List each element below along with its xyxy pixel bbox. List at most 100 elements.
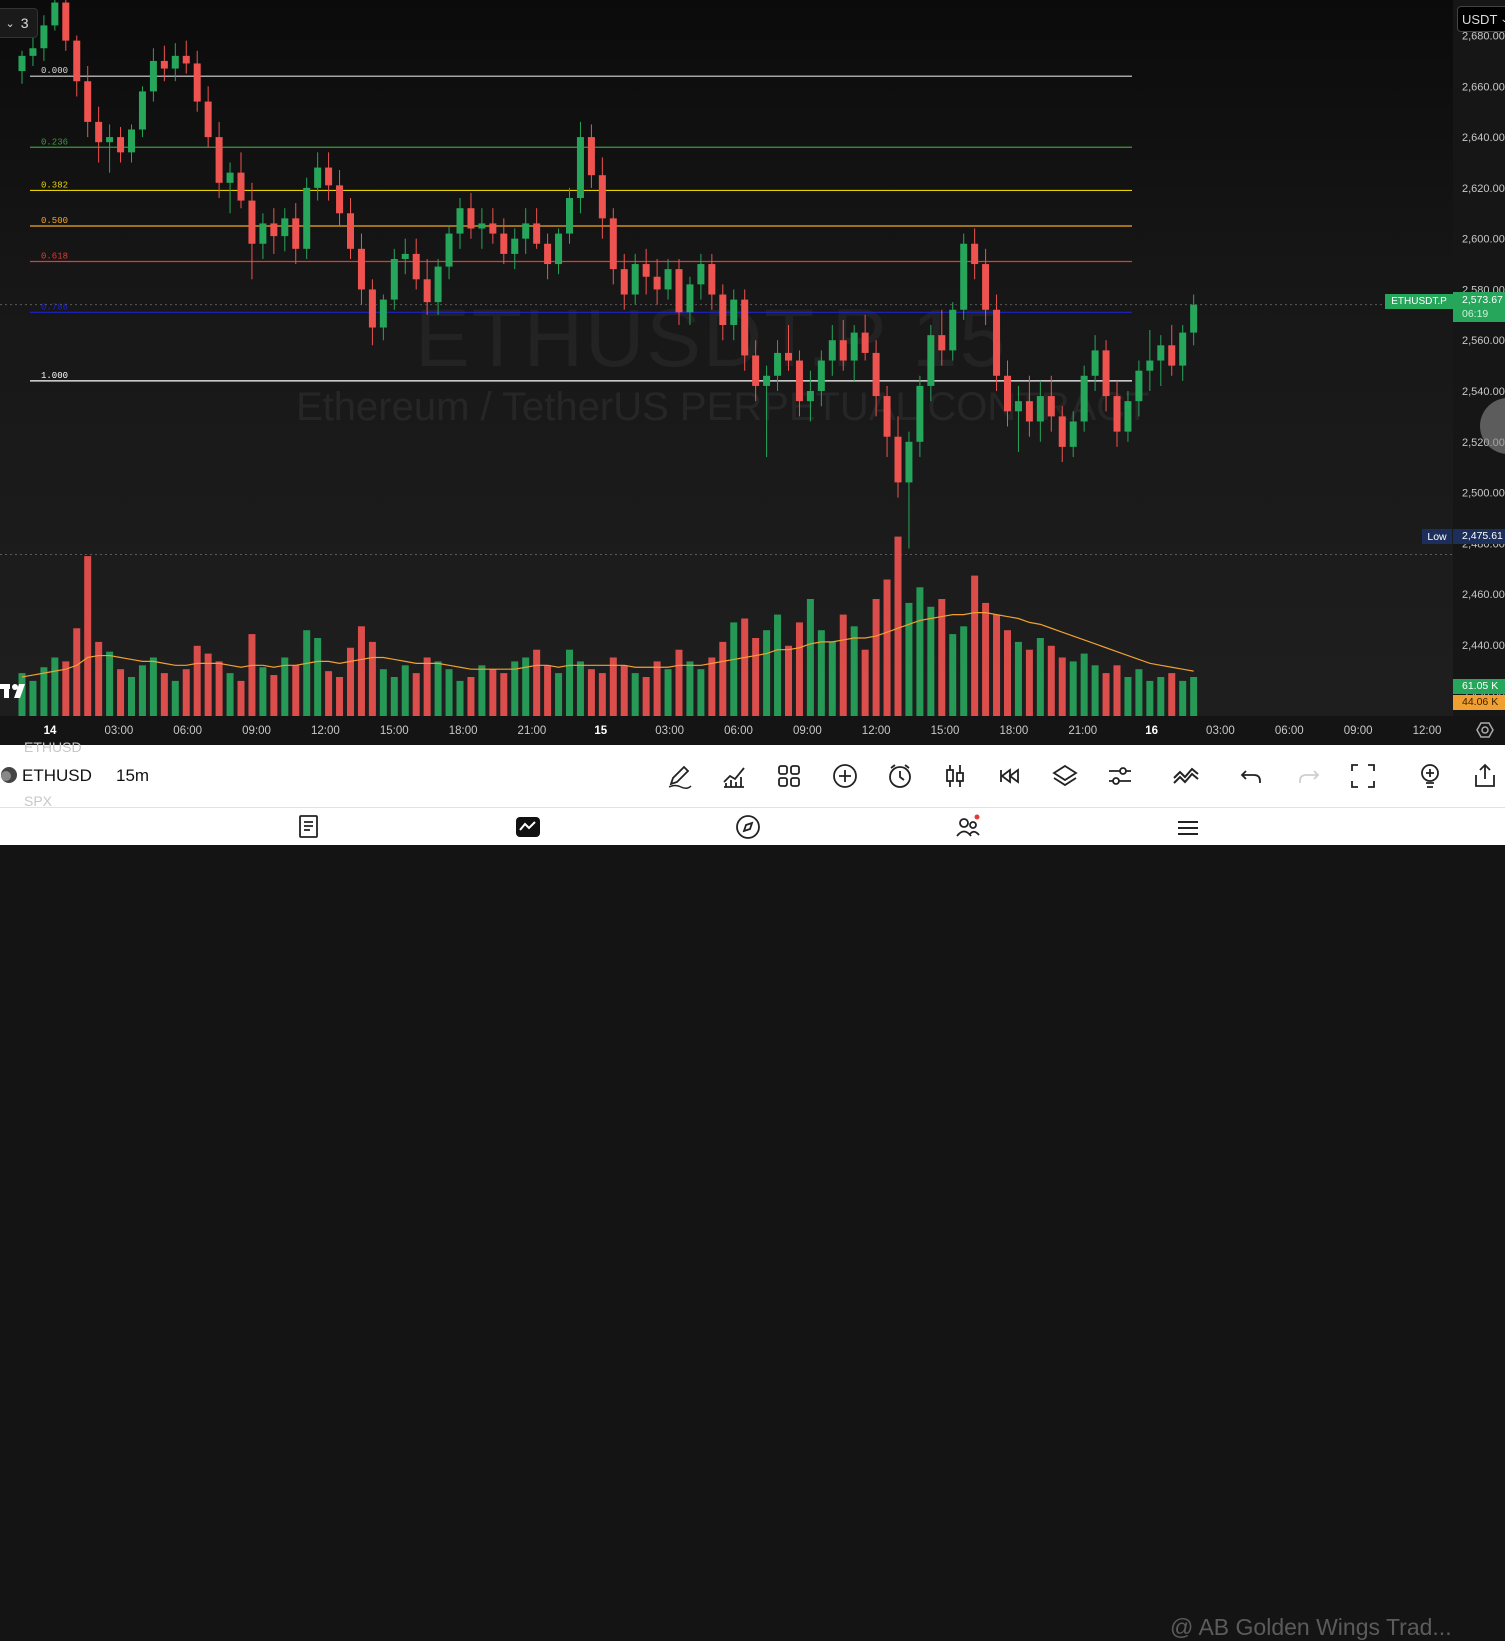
redo-icon[interactable] — [1294, 762, 1322, 790]
idea-icon[interactable] — [1416, 762, 1444, 790]
volume-bar — [128, 677, 135, 716]
volume-bar — [839, 614, 847, 716]
chevron-down-icon: ⌄ — [1500, 13, 1505, 25]
fib-level-label: 0.500 — [41, 216, 68, 226]
pencil-icon[interactable] — [665, 762, 693, 790]
volume-bar — [566, 649, 573, 716]
current-price-tag: 2,573.67 06:19 — [1453, 292, 1505, 322]
symbol-selector[interactable]: ETHUSD — [22, 766, 92, 785]
volume-bar — [182, 669, 190, 716]
interval-button[interactable]: 15m — [116, 766, 150, 785]
volume-bar — [697, 669, 705, 716]
volume-bar — [401, 665, 409, 716]
time-axis-label: 09:00 — [793, 725, 822, 737]
layouts-icon[interactable] — [775, 762, 803, 790]
layers-icon[interactable] — [1051, 762, 1079, 790]
volume-bar — [1036, 638, 1044, 716]
volume-bar — [533, 649, 541, 716]
volume-ma-line — [21, 612, 1194, 678]
candle-body — [993, 309, 1001, 376]
candle-body — [1080, 375, 1088, 422]
indicators-icon[interactable] — [720, 762, 748, 790]
watchlist-icon[interactable] — [296, 814, 322, 840]
candle-body — [379, 299, 387, 328]
candle-body — [927, 335, 935, 386]
volume-bar — [1004, 630, 1011, 716]
share-icon[interactable] — [1471, 762, 1499, 790]
trend-icon[interactable] — [1172, 762, 1200, 790]
fib-level-label: 0.382 — [41, 180, 68, 190]
volume-bar — [1058, 657, 1066, 716]
volume-bar — [95, 641, 103, 716]
volume-bar — [62, 661, 70, 716]
candle-body — [1168, 345, 1176, 366]
candle-body — [960, 243, 968, 310]
candle-body — [29, 48, 37, 56]
candle-body — [730, 299, 738, 325]
candle-body — [861, 332, 869, 353]
explore-icon[interactable] — [735, 814, 761, 840]
replay-icon[interactable] — [996, 762, 1024, 790]
candle-body — [763, 375, 771, 386]
interval-selector[interactable]: ⌄ 3 — [0, 8, 38, 38]
volume-bar — [379, 669, 387, 716]
candle-body — [741, 299, 749, 356]
volume-bar — [434, 661, 442, 716]
candle-body — [500, 233, 508, 254]
undo-icon[interactable] — [1238, 762, 1266, 790]
candle-body — [675, 269, 683, 313]
candle-body — [281, 218, 289, 237]
candle-body — [357, 248, 365, 290]
community-icon[interactable] — [955, 814, 981, 840]
volume-bar — [390, 677, 398, 716]
volume-bar — [423, 657, 431, 716]
candle-body — [368, 289, 376, 328]
fullscreen-icon[interactable] — [1349, 762, 1377, 790]
chart-icon[interactable] — [515, 814, 541, 840]
time-axis-label: 06:00 — [1275, 725, 1304, 737]
candle-body — [686, 284, 694, 313]
alarm-icon[interactable] — [886, 762, 914, 790]
volume-bar — [971, 575, 979, 716]
menu-icon[interactable] — [1175, 814, 1201, 840]
volume-bar — [949, 634, 957, 716]
price-axis-label: 2,660.00 — [1462, 81, 1505, 93]
time-axis-label: 09:00 — [1344, 725, 1373, 737]
volume-bar — [1102, 673, 1110, 716]
candles-icon[interactable] — [941, 762, 969, 790]
candle-body — [1102, 350, 1110, 397]
price-chart[interactable]: 2,680.00 2,660.00 2,640.00 2,620.00 2,600.00… — [0, 0, 1505, 745]
volume-bar — [763, 630, 771, 716]
time-axis-label: 12:00 — [862, 725, 891, 737]
volume-bar — [1025, 649, 1033, 716]
add-icon[interactable] — [831, 762, 859, 790]
symbol-next[interactable]: SPX — [24, 793, 53, 809]
candle-body — [774, 352, 782, 376]
candle-body — [839, 340, 847, 361]
candle-body — [40, 25, 48, 49]
chart-area[interactable]: ETHUSDT.P 15 Ethereum / TetherUS PERPETU… — [0, 0, 1505, 745]
volume-bar — [598, 673, 606, 716]
volume-bar — [719, 641, 727, 716]
currency-selector[interactable]: USDT ⌄ — [1457, 6, 1505, 32]
symbol-prev[interactable]: ETHUSD — [24, 739, 82, 755]
candle-body — [752, 355, 760, 386]
volume-bar — [774, 614, 782, 716]
volume-value-tag: 61.05 K — [1453, 679, 1505, 694]
volume-bar — [1146, 680, 1154, 716]
candle-body — [95, 121, 103, 143]
volume-bar — [993, 614, 1001, 716]
candle-body — [237, 172, 245, 201]
candle-body — [1047, 396, 1055, 417]
candle-body — [872, 352, 880, 397]
time-axis-label: 09:00 — [242, 725, 271, 737]
price-axis-label: 2,600.00 — [1462, 234, 1505, 246]
gear-icon[interactable] — [1476, 721, 1494, 739]
volume-bar — [171, 680, 179, 716]
settings-sliders-icon[interactable] — [1106, 762, 1134, 790]
volume-bar — [1124, 677, 1132, 716]
volume-bar — [106, 651, 114, 716]
candle-body — [533, 223, 541, 244]
volume-bar — [29, 680, 37, 716]
candle-body — [336, 185, 344, 214]
